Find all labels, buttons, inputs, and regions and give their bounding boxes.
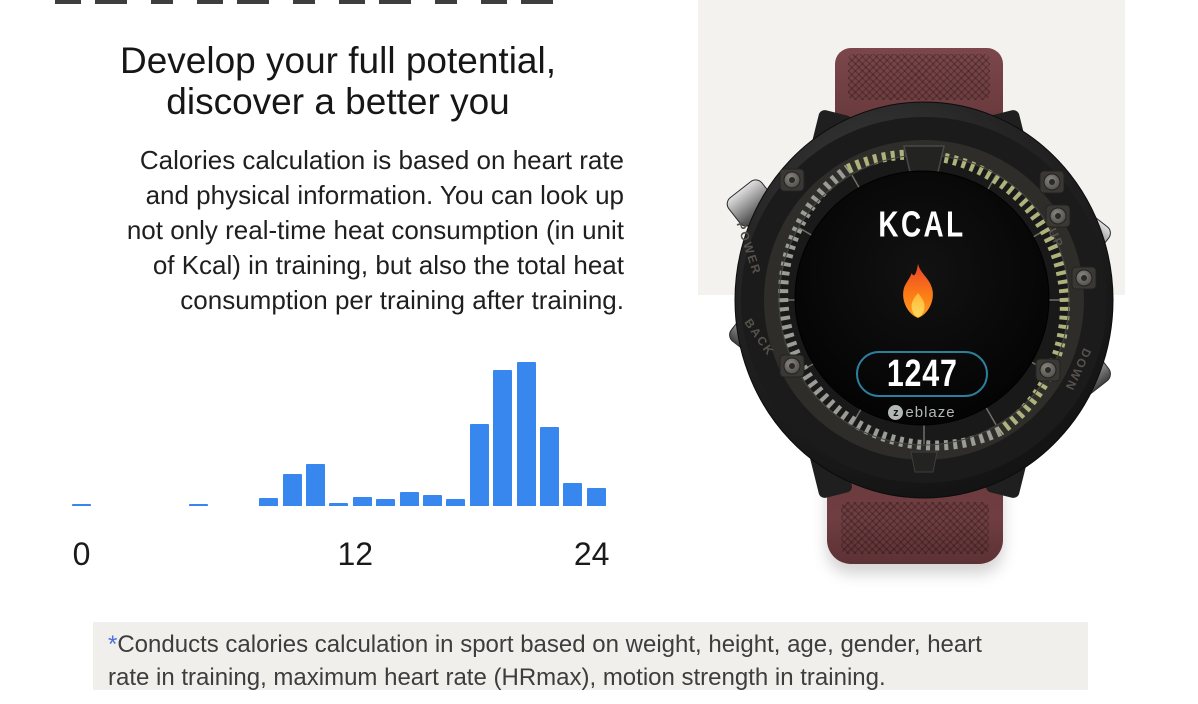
chart-bar xyxy=(423,495,442,506)
title-line-1: Develop your full potential, xyxy=(119,40,557,81)
x-axis-tick-label: 12 xyxy=(337,536,374,572)
brand-logo: z eblaze xyxy=(852,404,992,421)
kcal-value: 1247 xyxy=(886,352,958,395)
page-title: Develop your full potential, discover a … xyxy=(40,40,636,122)
body-line: of Kcal) in training, but also the total… xyxy=(152,250,624,280)
brand-name: eblaze xyxy=(905,404,956,421)
chart-bar xyxy=(446,499,466,506)
body-line: Calories calculation is based on heart r… xyxy=(139,145,624,175)
title-line-2: discover a better you xyxy=(166,81,510,122)
body-line: and physical information. You can look u… xyxy=(145,180,624,210)
footnote-line-2: rate in training, maximum heart rate (HR… xyxy=(108,664,886,691)
bezel-screws xyxy=(779,168,1097,382)
chart-bar xyxy=(259,498,279,506)
brand-z-icon: z xyxy=(888,405,904,420)
chart-bar xyxy=(563,483,583,506)
chart-bar xyxy=(306,464,325,506)
flame-icon xyxy=(903,263,933,319)
chart-bar xyxy=(469,424,489,506)
bar-chart-bars xyxy=(62,356,622,506)
body-line: not only real-time heat consumption (in … xyxy=(126,215,624,245)
footnote-line-1: Conducts calories calculation in sport b… xyxy=(117,631,982,658)
footnote: *Conducts calories calculation in sport … xyxy=(93,622,1088,691)
chart-bar xyxy=(352,497,372,506)
x-axis-tick-label: 24 xyxy=(573,536,610,572)
kcal-value-pill: 1247 xyxy=(856,351,988,397)
bezel-pod-top xyxy=(903,145,945,173)
kcal-title: KCAL xyxy=(878,204,966,246)
chart-bar xyxy=(540,427,559,506)
chart-bar xyxy=(516,362,536,506)
body-line: consumption per training after training. xyxy=(180,285,624,315)
chart-bar xyxy=(72,504,91,506)
chart-bar xyxy=(329,503,349,506)
chart-bar xyxy=(399,492,419,506)
x-axis-tick-label: 0 xyxy=(72,536,91,572)
chart-bar xyxy=(189,504,208,506)
cropped-text-fragment xyxy=(55,0,560,4)
x-axis-ticks: 0 12 24 xyxy=(62,536,622,572)
chart-bar xyxy=(586,488,606,506)
footnote-asterisk: * xyxy=(108,631,118,658)
bezel-pod-bottom xyxy=(910,451,938,473)
band-texture xyxy=(841,502,989,554)
olive-rope-ring xyxy=(845,149,1070,436)
band-texture xyxy=(848,54,990,100)
description-paragraph: Calories calculation is based on heart r… xyxy=(30,143,624,318)
chart-bar xyxy=(376,499,396,506)
chart-bar xyxy=(282,474,302,506)
chart-bar xyxy=(493,370,513,506)
calories-bar-chart xyxy=(62,356,622,506)
